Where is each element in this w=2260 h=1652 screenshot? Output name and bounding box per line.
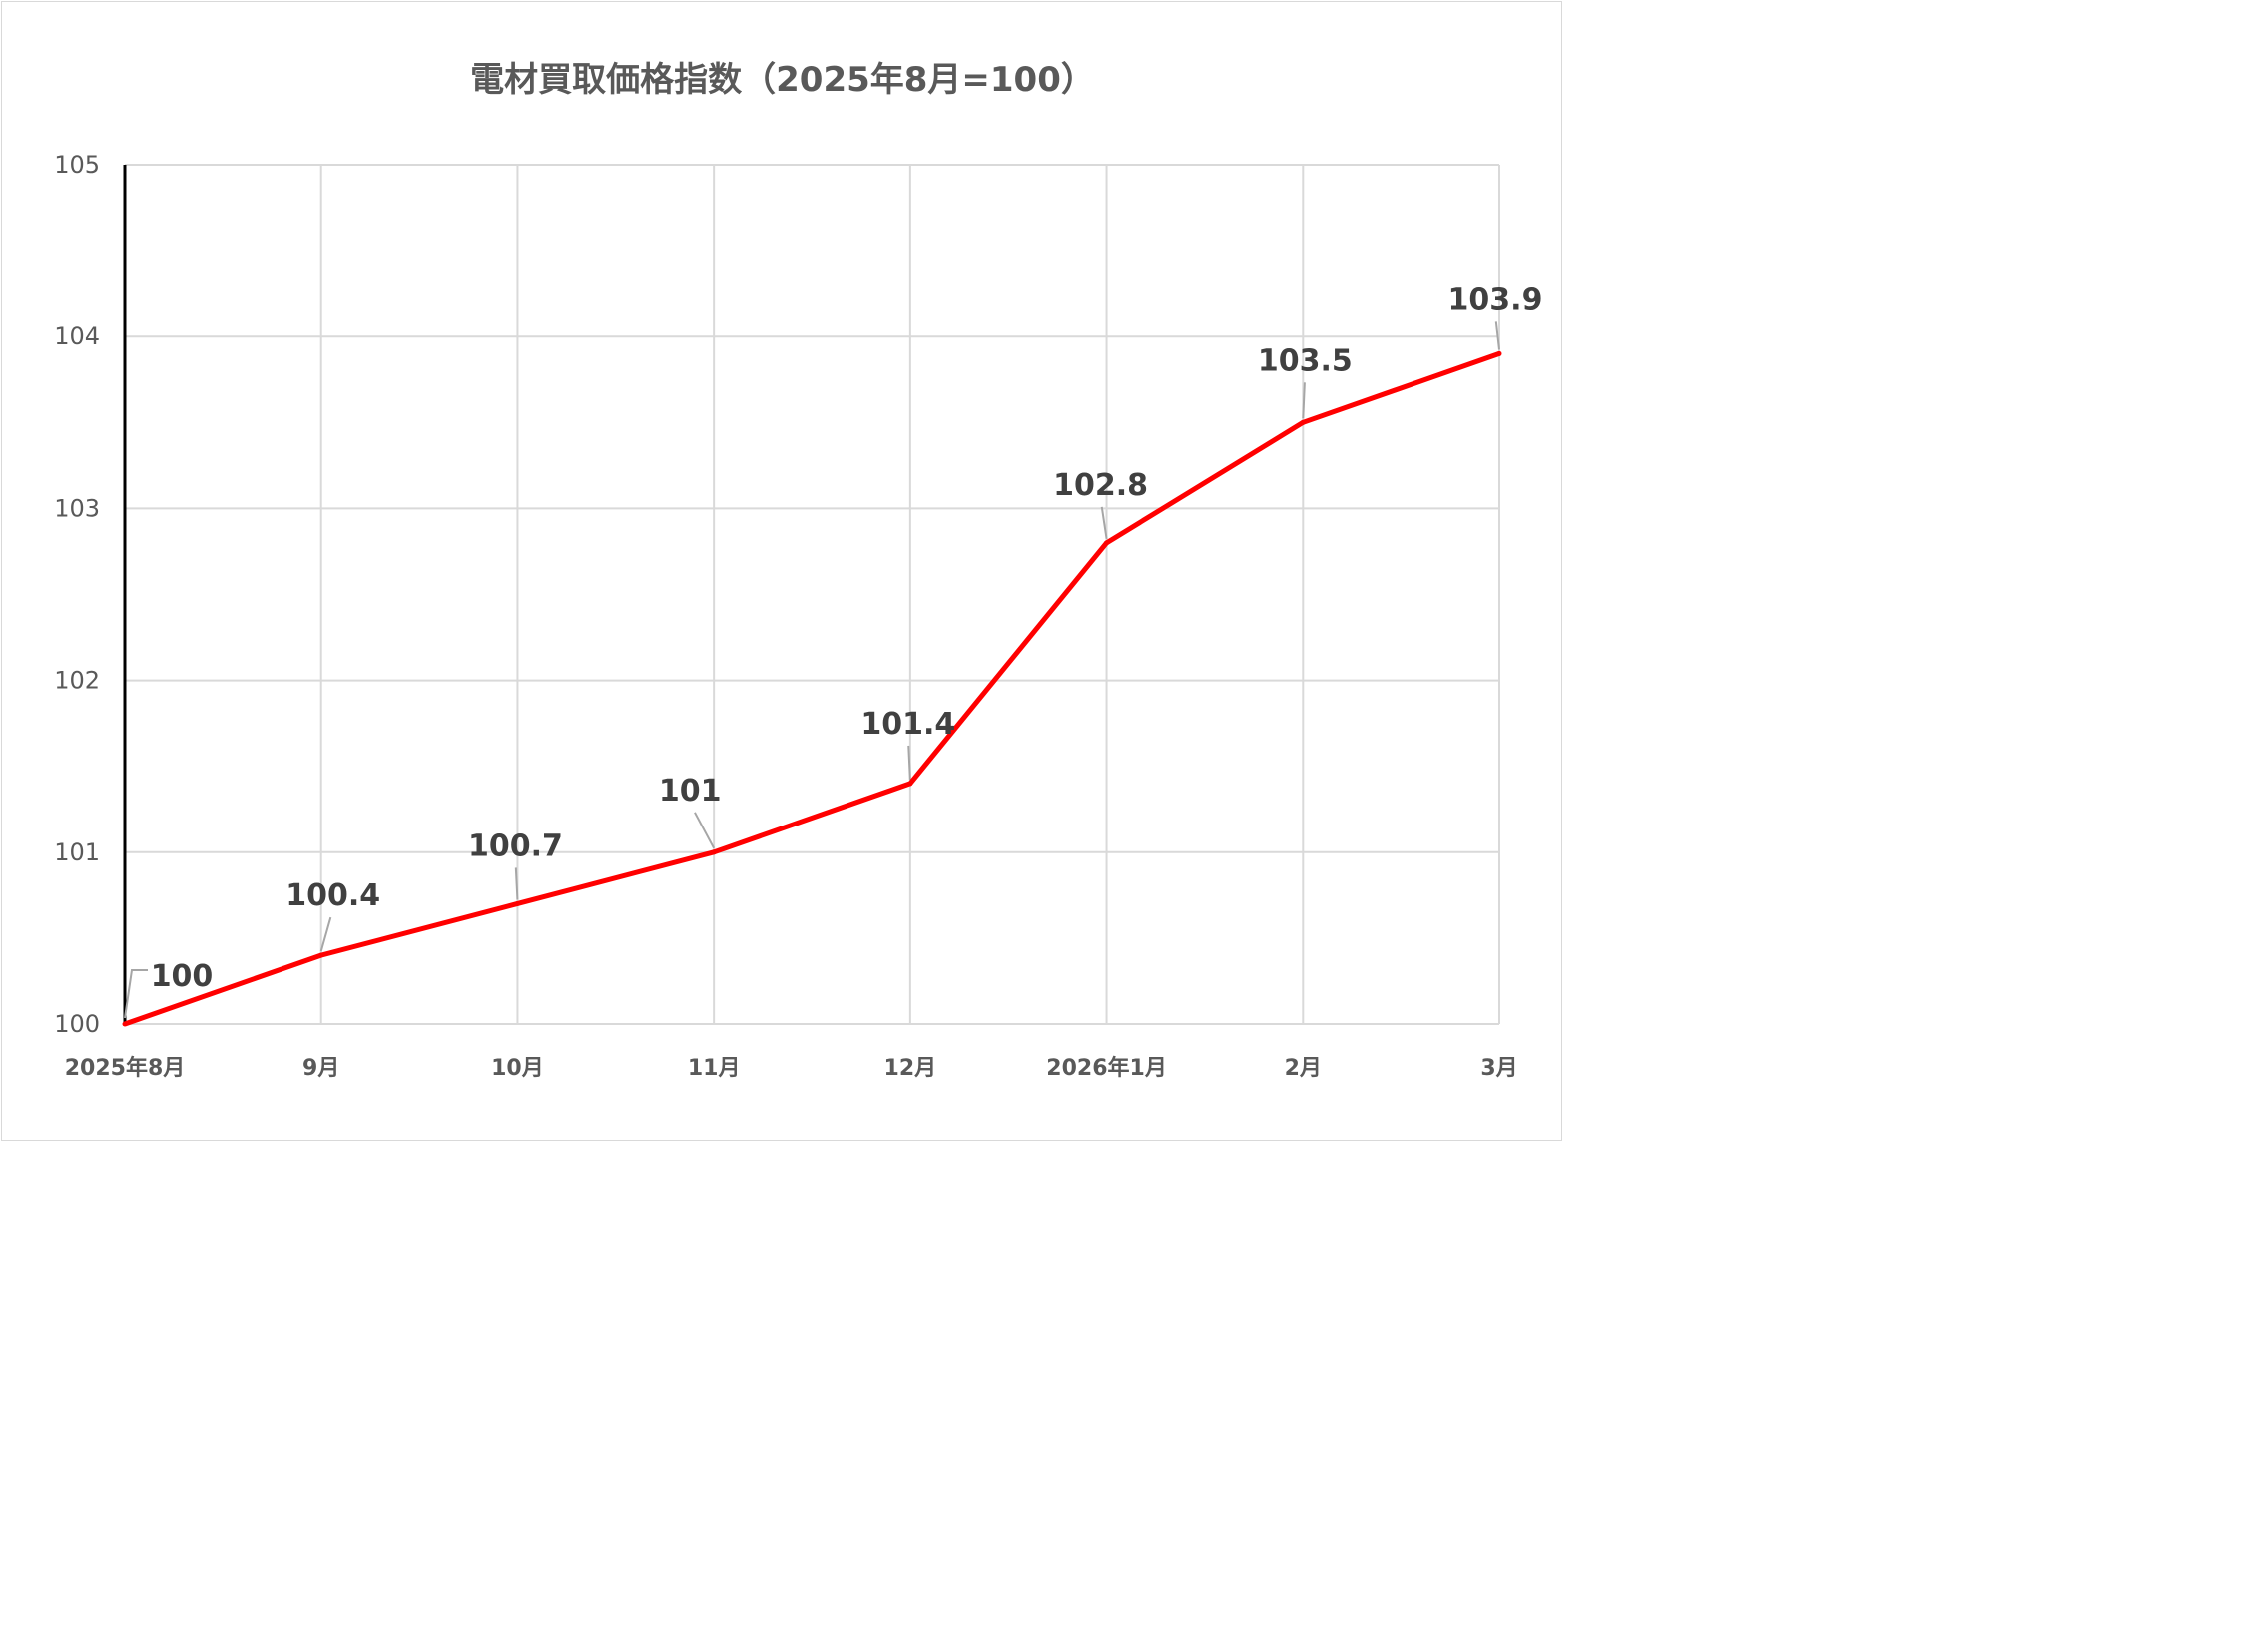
data-label: 101.4 (860, 707, 955, 742)
label-leader-lines (124, 321, 1500, 1019)
x-tick-label: 11月 (688, 1056, 741, 1081)
y-tick-label: 105 (54, 151, 100, 179)
y-tick-label: 101 (54, 838, 100, 866)
x-tick-label: 2月 (1285, 1056, 1322, 1081)
data-point (1104, 540, 1110, 546)
x-tick-label: 10月 (491, 1056, 544, 1081)
leader-line (694, 812, 716, 849)
data-label: 102.8 (1053, 468, 1148, 503)
y-tick-label: 102 (54, 667, 100, 695)
y-tick-label: 103 (54, 494, 100, 522)
leader-line (1494, 321, 1500, 350)
series-line (124, 351, 1500, 1027)
leader-line (124, 969, 148, 1019)
data-point (318, 952, 324, 958)
data-label: 103.5 (1258, 343, 1353, 378)
data-label: 100 (151, 959, 214, 994)
grid-lines (125, 164, 1500, 1025)
x-tick-label: 2026年1月 (1046, 1055, 1167, 1081)
data-point (711, 849, 717, 855)
chart-title: 電材買取価格指数（2025年8月=100） (470, 60, 1095, 100)
y-tick-label: 104 (54, 322, 100, 350)
chart-frame (1, 1, 1562, 1141)
data-label: 100.7 (468, 828, 563, 863)
data-labels: 100 100.4 100.7 101 101.4 102.8 103.5 103.9 (151, 282, 1543, 994)
x-tick-label: 3月 (1480, 1056, 1517, 1081)
data-point (1496, 350, 1502, 356)
x-tick-label: 12月 (884, 1056, 937, 1081)
tick-labels: 100 101 102 103 104 105 2025年8月 9月 10月 11月 12月 2026… (54, 151, 1517, 1081)
x-tick-label: 2025年8月 (65, 1055, 186, 1081)
series-line (122, 350, 1502, 1027)
data-point (514, 900, 520, 906)
x-tick-label: 9月 (302, 1056, 339, 1081)
data-label: 103.9 (1448, 282, 1543, 317)
data-label: 100.4 (285, 878, 380, 913)
line-chart: 100 101 102 103 104 105 2025年8月 9月 10月 11月 12月 2026… (54, 151, 1543, 1081)
y-tick-label: 100 (54, 1010, 100, 1038)
leader-line (514, 867, 519, 900)
data-point (907, 781, 913, 787)
leader-line (319, 916, 332, 952)
data-point (1300, 419, 1306, 425)
leader-line (1100, 506, 1108, 539)
data-point (122, 1021, 128, 1027)
data-label: 101 (659, 774, 722, 809)
leader-line (1302, 382, 1306, 419)
leader-line (907, 745, 911, 780)
